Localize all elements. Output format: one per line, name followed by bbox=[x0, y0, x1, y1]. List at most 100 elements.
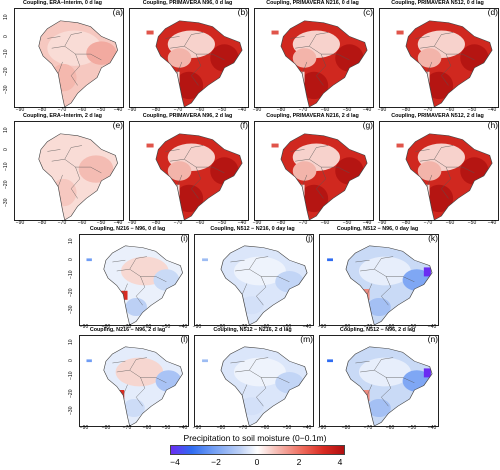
lon-tick: −80 bbox=[401, 220, 411, 226]
lon-tick: −80 bbox=[151, 107, 161, 113]
lon-tick: −60 bbox=[260, 425, 270, 431]
map-diff bbox=[80, 336, 188, 426]
lon-tick: −50 bbox=[282, 324, 292, 330]
lon-tick: −70 bbox=[423, 220, 433, 226]
lon-tick: −70 bbox=[238, 425, 248, 431]
lon-tick: −70 bbox=[173, 220, 183, 226]
lon-tick: −70 bbox=[122, 324, 132, 330]
lon-tick: −70 bbox=[238, 324, 248, 330]
lon-tick: −60 bbox=[385, 425, 395, 431]
map-frame bbox=[129, 121, 249, 221]
lon-tick: −70 bbox=[298, 107, 308, 113]
lat-tick: −10 bbox=[3, 49, 9, 58]
lat-tick: −20 bbox=[3, 180, 9, 189]
lon-tick: −50 bbox=[467, 107, 477, 113]
lat-tick: −30 bbox=[3, 85, 9, 94]
colorbar-tick: −4 bbox=[170, 457, 180, 467]
panel-label: (e) bbox=[112, 120, 123, 130]
lon-tick: −90 bbox=[317, 425, 327, 431]
panel-label: (m) bbox=[300, 334, 313, 344]
panel-a: Coupling, ERA−Interim, 0 d lag (a) bbox=[0, 0, 125, 115]
lon-tick: −60 bbox=[385, 324, 395, 330]
lon-tick: −90 bbox=[15, 220, 25, 226]
map-frame bbox=[319, 335, 439, 427]
map-diff bbox=[320, 235, 438, 325]
lon-tick: −90 bbox=[192, 324, 202, 330]
lon-tick: −80 bbox=[276, 107, 286, 113]
lat-tick: 10 bbox=[3, 14, 9, 20]
lon-tick: −50 bbox=[161, 425, 171, 431]
lon-tick: −50 bbox=[217, 107, 227, 113]
panel-title: Coupling, PRIMAVERA N96, 2 d lag bbox=[142, 113, 233, 119]
lat-tick: 0 bbox=[68, 258, 74, 261]
lon-tick: −80 bbox=[341, 425, 351, 431]
lon-tick: −80 bbox=[401, 107, 411, 113]
panel-title: Coupling, PRIMAVERA N512, 0 d lag bbox=[391, 0, 484, 6]
panel-title: Coupling, ERA−Interim, 0 d lag bbox=[23, 0, 102, 6]
colorbar bbox=[170, 445, 345, 455]
panel-title: Coupling, PRIMAVERA N96, 0 d lag bbox=[142, 0, 233, 6]
lon-tick: −50 bbox=[217, 220, 227, 226]
lat-tick: 0 bbox=[3, 148, 9, 151]
lon-tick: −60 bbox=[445, 220, 455, 226]
panel-label: (g) bbox=[362, 120, 373, 130]
lon-tick: −60 bbox=[260, 324, 270, 330]
map-diff bbox=[320, 336, 438, 426]
panel-title: Coupling, PRIMAVERA N512, 2 d lag bbox=[391, 113, 484, 119]
panel-label: (n) bbox=[427, 334, 438, 344]
lon-tick: −50 bbox=[282, 425, 292, 431]
lon-tick: −40 bbox=[237, 220, 247, 226]
lon-tick: −70 bbox=[363, 324, 373, 330]
panel-title: Coupling, N512 − N96, 0 day lag bbox=[336, 226, 419, 232]
panel-g: Coupling, PRIMAVERA N216, 2 d lag (g) bbox=[250, 113, 375, 228]
panel-label: (d) bbox=[487, 7, 498, 17]
lon-tick: −40 bbox=[487, 220, 497, 226]
map-diff bbox=[195, 336, 313, 426]
lon-tick: −40 bbox=[362, 220, 372, 226]
lon-tick: −80 bbox=[216, 324, 226, 330]
map-strong bbox=[130, 122, 248, 220]
panel-c: Coupling, PRIMAVERA N216, 0 d lag (c) bbox=[250, 0, 375, 115]
map-strong bbox=[380, 9, 498, 107]
panel-label: (h) bbox=[487, 120, 498, 130]
lon-tick: −80 bbox=[37, 107, 47, 113]
lon-tick: −50 bbox=[161, 324, 171, 330]
colorbar-tick: 2 bbox=[296, 457, 302, 467]
lon-tick: −40 bbox=[302, 324, 312, 330]
panel-e: Coupling, ERA−Interim, 2 d lag (e) bbox=[0, 113, 125, 228]
lon-tick: −40 bbox=[427, 425, 437, 431]
lon-tick: −80 bbox=[37, 220, 47, 226]
lon-tick: −90 bbox=[79, 425, 89, 431]
map-frame bbox=[379, 8, 499, 108]
colorbar-tick: −2 bbox=[211, 457, 221, 467]
lat-tick: −30 bbox=[3, 198, 9, 207]
lon-tick: −40 bbox=[487, 107, 497, 113]
lon-tick: −50 bbox=[407, 324, 417, 330]
colorbar-title: Precipitation to soil moisture (0−0.1m) bbox=[183, 433, 327, 443]
lon-tick: −50 bbox=[96, 107, 106, 113]
lon-tick: −40 bbox=[113, 220, 123, 226]
panel-d: Coupling, PRIMAVERA N512, 0 d lag (d) bbox=[375, 0, 500, 115]
panel-k: Coupling, N512 − N96, 0 day lag (k) bbox=[315, 226, 440, 330]
lon-tick: −90 bbox=[377, 107, 387, 113]
lon-tick: −70 bbox=[363, 425, 373, 431]
panel-label: (f) bbox=[239, 120, 248, 130]
panel-label: (i) bbox=[180, 233, 188, 243]
map-frame bbox=[194, 335, 314, 427]
lon-tick: −60 bbox=[77, 220, 87, 226]
lon-tick: −40 bbox=[427, 324, 437, 330]
lon-tick: −80 bbox=[216, 425, 226, 431]
lon-tick: −80 bbox=[101, 324, 111, 330]
map-frame bbox=[79, 335, 189, 427]
map-light bbox=[15, 9, 123, 107]
lon-tick: −60 bbox=[320, 220, 330, 226]
lon-tick: −90 bbox=[79, 324, 89, 330]
lat-tick: −10 bbox=[68, 270, 74, 279]
lon-tick: −50 bbox=[407, 425, 417, 431]
lon-tick: −40 bbox=[237, 107, 247, 113]
lon-tick: −70 bbox=[57, 107, 67, 113]
lon-tick: −70 bbox=[57, 220, 67, 226]
panel-title: Coupling, N216 − N96, 0 d lag bbox=[89, 226, 166, 232]
map-diff bbox=[195, 235, 313, 325]
map-strong bbox=[130, 9, 248, 107]
